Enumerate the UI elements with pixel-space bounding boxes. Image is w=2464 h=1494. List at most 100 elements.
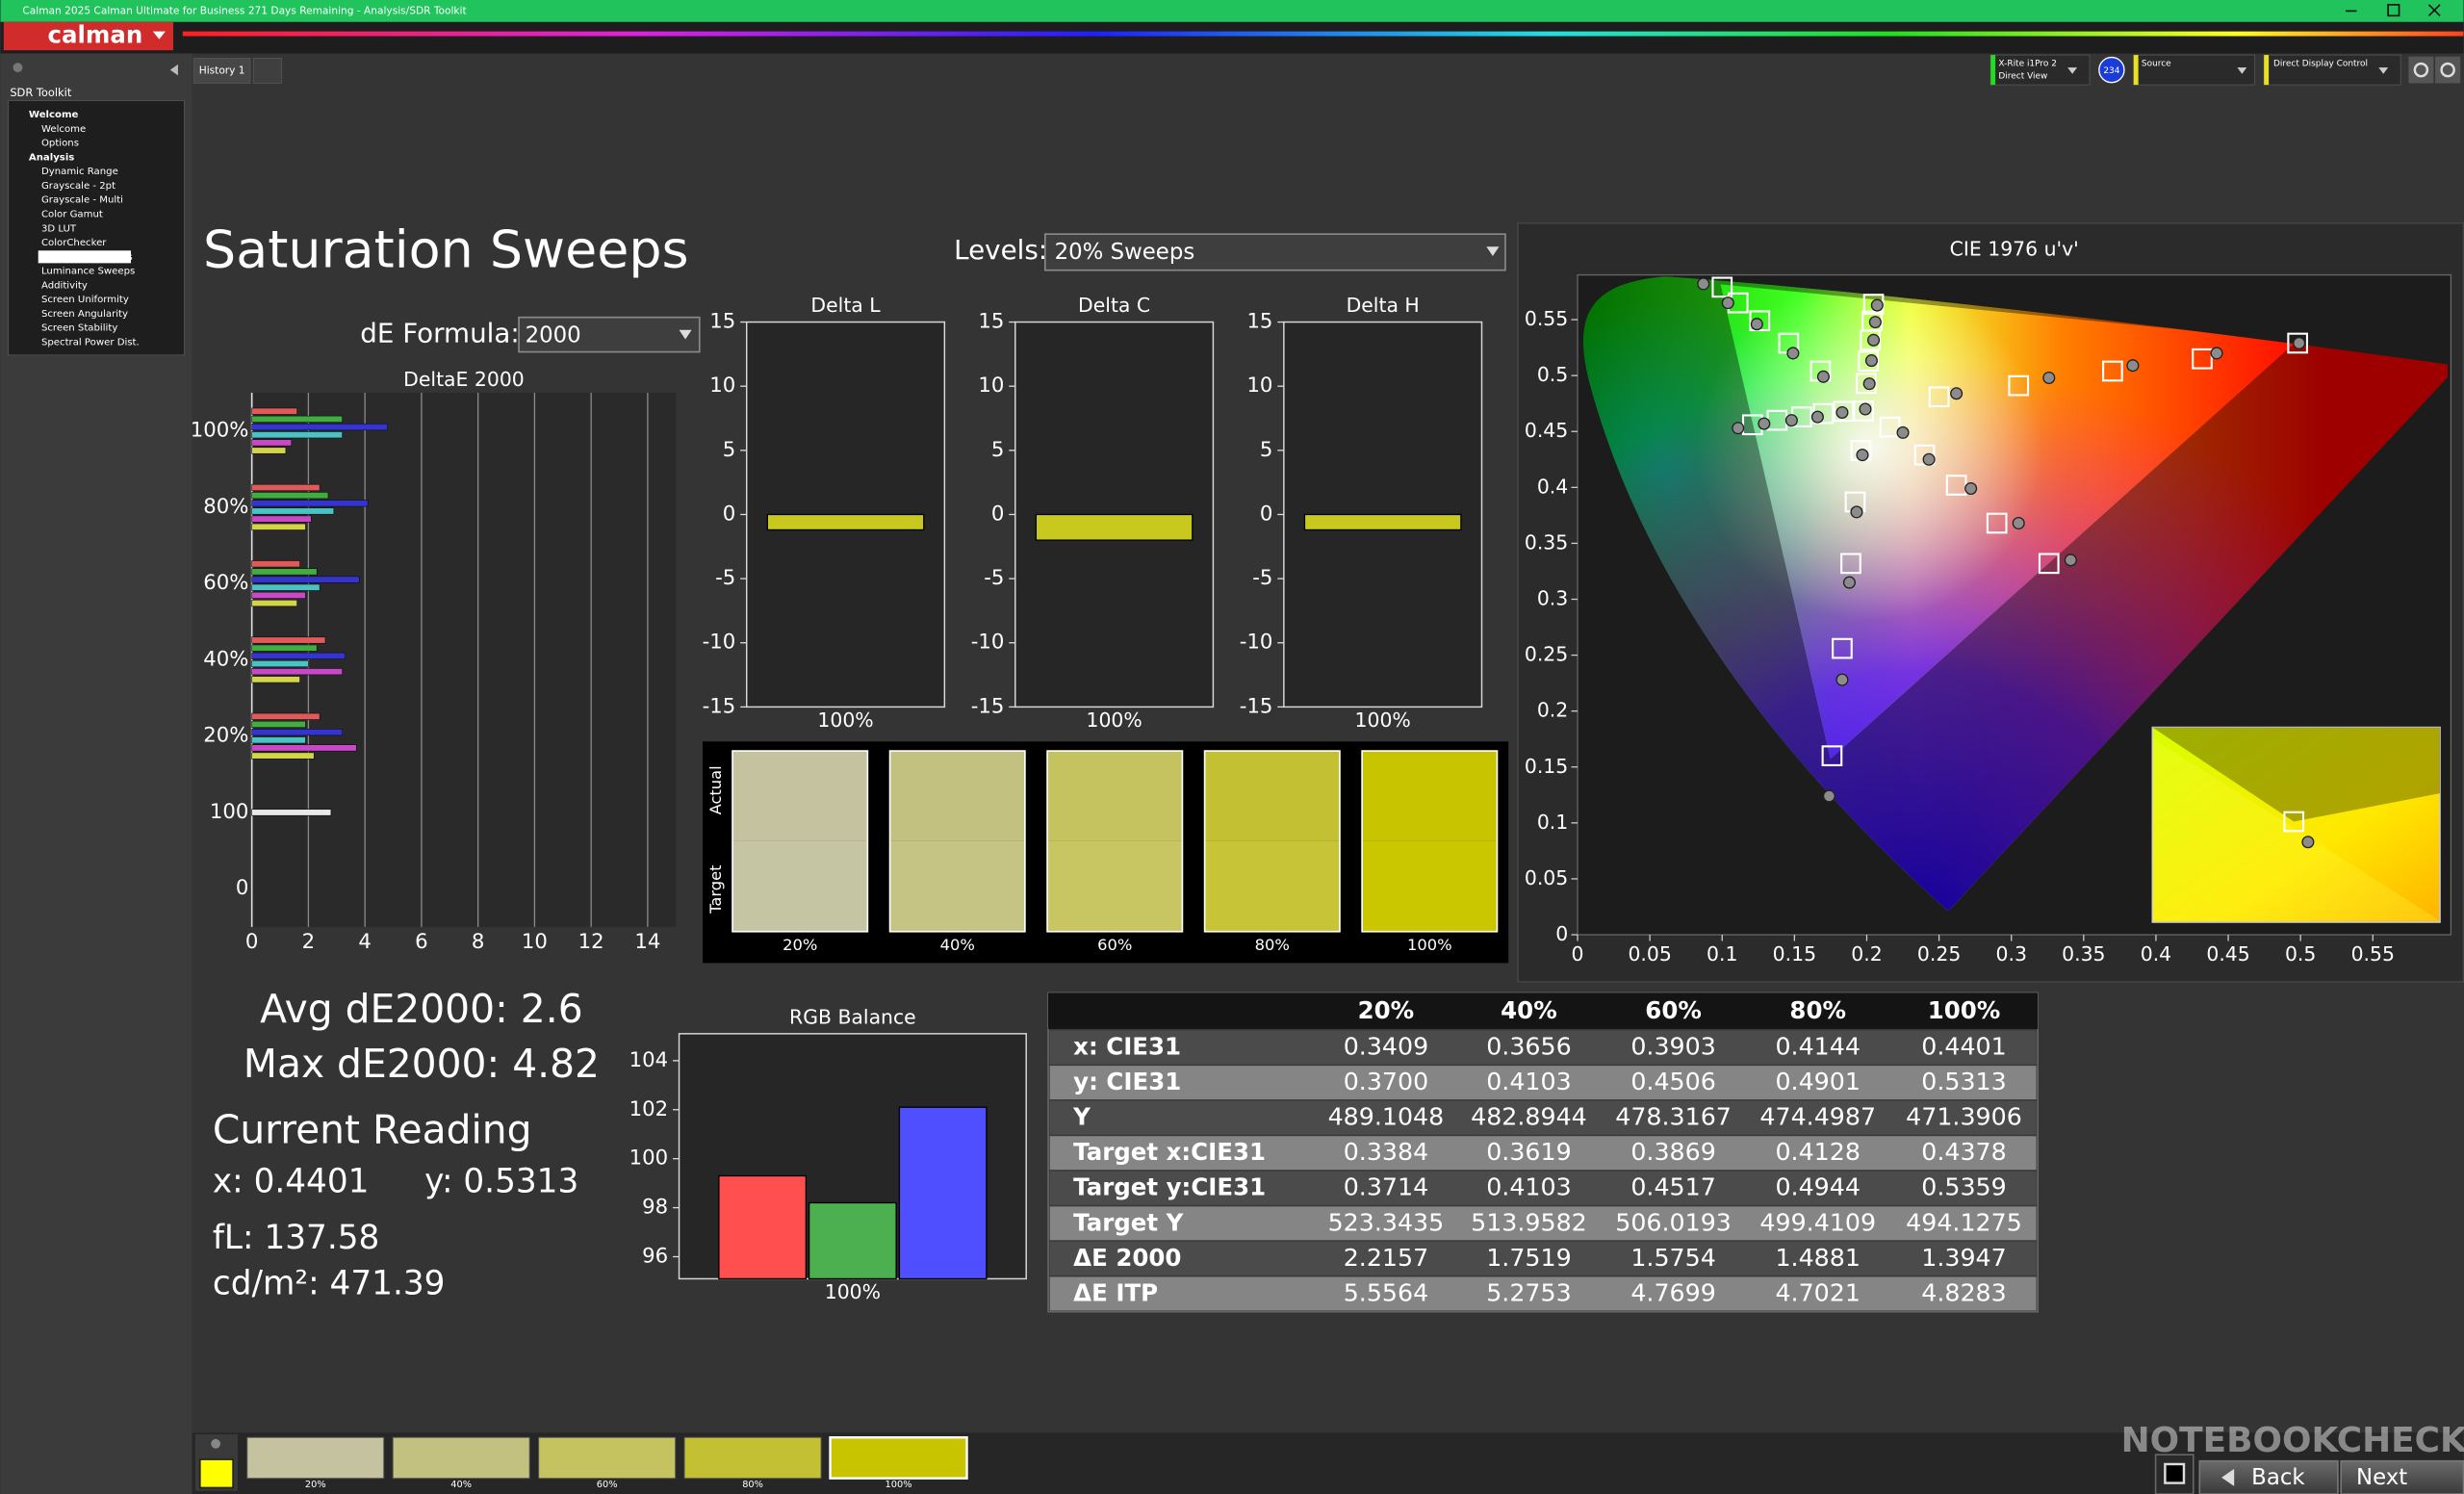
display-label: Direct Display Control — [2273, 60, 2368, 69]
actual-swatch — [1205, 751, 1340, 840]
reading-x: x: 0.4401 — [213, 1162, 370, 1200]
bar — [252, 600, 297, 606]
bar — [252, 508, 334, 515]
y-tick-label: 5 — [991, 438, 1005, 462]
sidebar-item[interactable]: Welcome — [29, 110, 79, 120]
y-tick-label: 100% — [191, 419, 249, 443]
column-header: 80% — [1789, 996, 1846, 1024]
sidebar-item[interactable]: Color Gamut — [41, 210, 103, 220]
sidebar-item[interactable]: Additivity — [41, 280, 88, 291]
measured-point — [1732, 423, 1744, 434]
table-cell: 0.3714 — [1344, 1173, 1428, 1201]
x-tick-label: 0.05 — [1628, 942, 1671, 966]
swatch-label: 60% — [1097, 936, 1132, 954]
actual-swatch — [1047, 751, 1182, 840]
x-tick-label: 100% — [817, 708, 873, 732]
sidebar-item[interactable]: Screen Stability — [41, 323, 117, 334]
strip-swatch[interactable] — [684, 1437, 821, 1478]
formula-value[interactable]: 2000 — [526, 323, 581, 348]
bar — [252, 440, 292, 447]
chart-title: Delta L — [810, 294, 881, 317]
row-label: Y — [1072, 1103, 1091, 1131]
reading-fl: fL: 137.58 — [213, 1219, 380, 1257]
x-tick-label: 0 — [245, 930, 259, 954]
row-label: x: CIE31 — [1073, 1033, 1181, 1061]
sidebar-item[interactable]: Screen Angularity — [41, 309, 128, 320]
sidebar-item[interactable]: 3D LUT — [41, 223, 77, 234]
strip-swatch[interactable] — [539, 1437, 676, 1478]
measured-point — [1923, 453, 1935, 465]
reading-cd: cd/m²: 471.39 — [213, 1264, 446, 1302]
table-cell: 0.4901 — [1775, 1068, 1860, 1095]
strip-swatch[interactable] — [247, 1437, 384, 1478]
settings-button[interactable] — [2435, 57, 2460, 84]
bar — [1304, 514, 1460, 529]
y-tick-label: 96 — [642, 1245, 668, 1269]
bar — [252, 501, 368, 507]
chart-title: Delta H — [1347, 294, 1420, 317]
bar — [252, 569, 318, 576]
y-tick-label: 0 — [1555, 922, 1568, 945]
sidebar-item[interactable]: Grayscale - 2pt — [41, 181, 116, 192]
watermark: NOTEBOOKCHECK — [2121, 1421, 2464, 1460]
sidebar-item[interactable]: Screen Uniformity — [41, 295, 129, 305]
table-cell: 482.8944 — [1471, 1103, 1587, 1131]
swatch-label: 80% — [1255, 936, 1290, 954]
y-tick-label: 20% — [203, 724, 248, 748]
table-cell: 0.4103 — [1486, 1068, 1571, 1095]
table-cell: 1.5754 — [1630, 1244, 1715, 1272]
sidebar-item[interactable]: Welcome — [41, 124, 86, 135]
target-swatch — [732, 840, 867, 932]
back-label[interactable]: Back — [2251, 1465, 2305, 1490]
x-tick-label: 0.2 — [1851, 942, 1882, 966]
inset-measured-point — [2302, 837, 2314, 848]
sidebar-item[interactable]: Analysis — [29, 152, 74, 163]
bar — [252, 592, 306, 599]
strip-swatch[interactable] — [393, 1437, 529, 1478]
reading-title: Current Reading — [213, 1107, 532, 1153]
y-tick-label: 0.35 — [1525, 530, 1568, 554]
sidebar-item[interactable]: Luminance Sweeps — [41, 267, 135, 277]
bar — [252, 668, 343, 675]
table-cell: 478.3167 — [1615, 1103, 1732, 1131]
settings-button[interactable] — [2408, 57, 2433, 84]
y-tick-label: 0.45 — [1525, 419, 1568, 442]
logo: calman — [47, 21, 142, 49]
y-tick-label: -15 — [971, 694, 1005, 718]
levels-value[interactable]: 20% Sweeps — [1055, 240, 1195, 265]
sidebar-item[interactable]: Saturation Sweeps — [41, 252, 133, 263]
measured-point — [2127, 360, 2139, 372]
measured-point — [2013, 518, 2024, 529]
x-tick-label: 0.25 — [1917, 942, 1961, 966]
next-label[interactable]: Next — [2356, 1465, 2407, 1490]
measured-point — [1851, 506, 1862, 518]
sidebar-item[interactable]: Grayscale - Multi — [41, 195, 123, 206]
table-cell: 0.4506 — [1630, 1068, 1715, 1095]
table-cell: 474.4987 — [1759, 1103, 1876, 1131]
sidebar-item[interactable]: Options — [41, 139, 79, 149]
bar — [252, 516, 312, 523]
y-tick-label: 0.55 — [1525, 307, 1568, 330]
table-cell: 0.5313 — [1921, 1068, 2006, 1095]
strip-swatch[interactable] — [831, 1437, 967, 1478]
new-tab[interactable] — [253, 58, 281, 83]
column-header: 40% — [1501, 996, 1557, 1024]
bar — [252, 408, 297, 415]
measured-point — [1836, 674, 1848, 685]
sidebar-item[interactable]: Dynamic Range — [41, 167, 118, 177]
chart-title: DeltaE 2000 — [403, 368, 525, 391]
bar — [1036, 514, 1192, 540]
bar — [252, 448, 286, 454]
y-tick-label: -15 — [703, 694, 736, 718]
measured-point — [1863, 378, 1875, 390]
measured-point — [1844, 577, 1856, 588]
measured-point — [1857, 450, 1868, 461]
y-tick-label: 100 — [210, 800, 248, 824]
sidebar-item[interactable]: ColorChecker — [41, 238, 107, 248]
measured-point — [1866, 355, 1878, 367]
meter-icon — [211, 1439, 220, 1449]
table-cell: 513.9582 — [1471, 1208, 1587, 1236]
rainbow-line — [183, 32, 2464, 37]
sidebar-item[interactable]: Spectral Power Dist. — [41, 337, 140, 348]
table-cell: 0.3700 — [1344, 1068, 1428, 1095]
